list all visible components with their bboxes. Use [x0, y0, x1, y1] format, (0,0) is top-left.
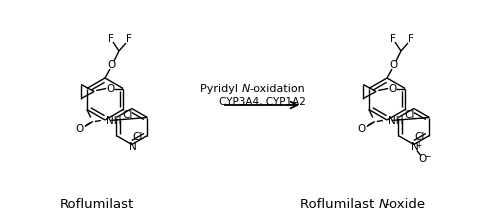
Text: F: F	[108, 34, 114, 44]
Text: +: +	[416, 141, 422, 150]
Text: Cl: Cl	[122, 110, 132, 120]
Text: O: O	[390, 60, 398, 70]
Text: Roflumilast: Roflumilast	[60, 199, 134, 212]
Text: NH: NH	[106, 115, 122, 125]
Text: N: N	[411, 143, 418, 153]
Text: N: N	[379, 199, 389, 212]
Text: O: O	[76, 125, 84, 135]
Text: O: O	[358, 125, 366, 135]
Text: NH: NH	[388, 115, 404, 125]
Text: Roflumilast: Roflumilast	[300, 199, 379, 212]
Text: Cl: Cl	[414, 132, 424, 141]
Text: F: F	[126, 34, 132, 44]
Text: Cl: Cl	[132, 132, 142, 141]
Text: CYP3A4, CYP1A2: CYP3A4, CYP1A2	[218, 97, 306, 107]
Text: -oxide: -oxide	[384, 199, 425, 212]
Text: O: O	[388, 84, 396, 94]
Text: -oxidation: -oxidation	[249, 84, 305, 94]
Text: N: N	[129, 143, 136, 153]
Text: O: O	[106, 84, 114, 94]
Text: O: O	[418, 153, 427, 163]
Text: Cl: Cl	[404, 110, 414, 120]
Text: F: F	[390, 34, 396, 44]
Text: O: O	[108, 60, 116, 70]
Text: N: N	[242, 84, 250, 94]
Text: −: −	[424, 152, 431, 161]
Text: F: F	[408, 34, 414, 44]
Text: Pyridyl: Pyridyl	[200, 84, 242, 94]
